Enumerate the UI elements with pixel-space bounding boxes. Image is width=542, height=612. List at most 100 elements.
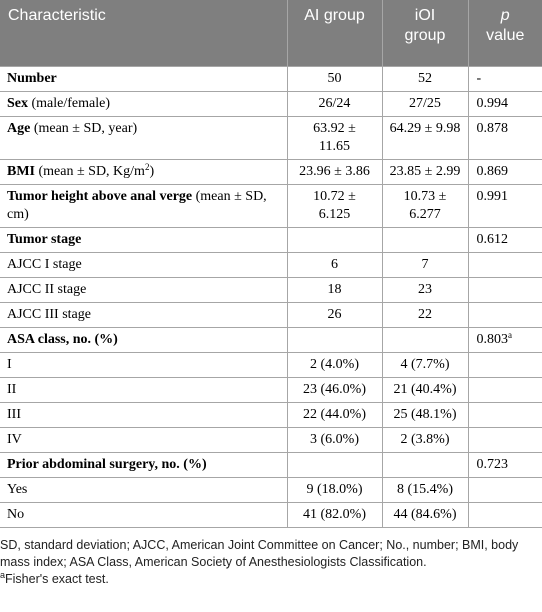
line: 10.73 ± xyxy=(390,188,461,206)
cell: 0.803a xyxy=(467,327,542,353)
text: 4 (7.7%) xyxy=(400,357,450,372)
cell: 10.72 ± 6.125 xyxy=(286,184,383,228)
text: 0.869 xyxy=(476,164,509,179)
row-label: Number xyxy=(0,66,288,92)
line: 6.277 xyxy=(390,206,461,224)
row-label: AJCC I stage xyxy=(0,252,288,278)
table-row: Sex (male/female) 26/24 27/25 0.994 xyxy=(0,91,542,117)
text: IV xyxy=(7,432,22,447)
header-cell: p value xyxy=(467,0,542,67)
table-row: Age (mean ± SD, year) 63.92 ± 11.65 64.29 ±… xyxy=(0,116,542,160)
data-table: Characteristic AI group iOI group p value Num… xyxy=(0,0,542,528)
table-row: No 41 (82.0%) 44 (84.6%) xyxy=(0,502,542,528)
row-label: Age (mean ± SD, year) xyxy=(0,116,288,160)
text: value xyxy=(486,27,525,44)
text: 63.92 ± xyxy=(313,121,356,136)
table-row: AJCC III stage 26 22 xyxy=(0,302,542,328)
cell: 2 (4.0%) xyxy=(286,352,383,378)
cell: 23.96 ± 3.86 xyxy=(286,159,383,185)
text: p xyxy=(500,7,510,24)
table-row: III 22 (44.0%) 25 (48.1%) xyxy=(0,402,542,428)
table-row: I 2 (4.0%) 4 (7.7%) xyxy=(0,352,542,378)
line: iOI xyxy=(391,6,460,26)
text: Characteristic xyxy=(8,7,106,24)
cell: 6 xyxy=(286,252,383,278)
cell: 23 xyxy=(381,277,469,303)
cell: 50 xyxy=(286,66,383,92)
text: 6.125 xyxy=(318,207,351,222)
cell: 10.73 ± 6.277 xyxy=(381,184,469,228)
cell xyxy=(381,227,469,253)
row-label: Tumor height above anal verge (mean ± SD… xyxy=(0,184,288,228)
cell: 0.991 xyxy=(467,184,542,228)
text: - xyxy=(476,71,482,86)
cell: 7 xyxy=(381,252,469,278)
cell xyxy=(286,452,383,478)
cell xyxy=(467,502,542,528)
text: 0.994 xyxy=(476,96,509,111)
text: ASA class, no. (%) xyxy=(7,332,118,347)
cell: 0.723 xyxy=(467,452,542,478)
cell: 26 xyxy=(286,302,383,328)
text: 23.96 ± 3.86 xyxy=(299,164,370,179)
text: 27/25 xyxy=(409,96,441,111)
cell: 8 (15.4%) xyxy=(381,477,469,503)
text: 10.73 ± xyxy=(403,189,447,204)
cell xyxy=(467,302,542,328)
text: a xyxy=(508,330,512,340)
text: I xyxy=(7,357,12,372)
row-label: II xyxy=(0,377,288,403)
text: AJCC I stage xyxy=(7,257,82,272)
text: AJCC III stage xyxy=(7,307,91,322)
text: 6.277 xyxy=(409,207,441,222)
line: 10.72 ± xyxy=(295,188,375,206)
text: 50 xyxy=(327,71,342,86)
table-row: BMI (mean ± SD, Kg/m2) 23.96 ± 3.86 23.85 … xyxy=(0,159,542,185)
row-label: Prior abdominal surgery, no. (%) xyxy=(0,452,288,478)
cell: 22 xyxy=(381,302,469,328)
line: 11.65 xyxy=(295,138,375,156)
text: 7 xyxy=(421,257,429,272)
text: a xyxy=(0,570,6,580)
table-row: Tumor height above anal verge (mean ± SD… xyxy=(0,184,542,228)
row-label: BMI (mean ± SD, Kg/m2) xyxy=(0,159,288,185)
text: 25 (48.1%) xyxy=(393,407,457,422)
cell: 52 xyxy=(381,66,469,92)
cell xyxy=(381,452,469,478)
cell: 63.92 ± 11.65 xyxy=(286,116,383,160)
text: 3 (6.0%) xyxy=(310,432,359,447)
cell: 27/25 xyxy=(381,91,469,117)
text: (male/female) xyxy=(28,96,111,111)
cell: 4 (7.7%) xyxy=(381,352,469,378)
cell: 23 (46.0%) xyxy=(286,377,383,403)
text: 8 (15.4%) xyxy=(397,482,453,497)
cell xyxy=(467,402,542,428)
cell: 21 (40.4%) xyxy=(381,377,469,403)
row-label: AJCC III stage xyxy=(0,302,288,328)
text: Tumor stage xyxy=(7,232,82,247)
line: p xyxy=(477,6,535,26)
text: 26 xyxy=(327,307,342,322)
cell xyxy=(467,352,542,378)
cell xyxy=(467,252,542,278)
line: group xyxy=(391,26,460,46)
text: III xyxy=(7,407,21,422)
text: 0.612 xyxy=(476,232,509,247)
table-row: Number 50 52 - xyxy=(0,66,542,92)
table-row: Prior abdominal surgery, no. (%) 0.723 xyxy=(0,452,542,478)
text: 0.803 xyxy=(476,332,509,347)
text: II xyxy=(7,382,17,397)
cell: 9 (18.0%) xyxy=(286,477,383,503)
text: 22 (44.0%) xyxy=(303,407,366,422)
cell: 0.612 xyxy=(467,227,542,253)
line: value xyxy=(477,26,535,46)
cell: 0.878 xyxy=(467,116,542,160)
cell xyxy=(381,327,469,353)
text: 22 xyxy=(418,307,432,322)
text: Fisher's exact test. xyxy=(5,572,109,586)
row-label: Yes xyxy=(0,477,288,503)
table-row: ASA class, no. (%) 0.803a xyxy=(0,327,542,353)
text: Tumor height above anal verge xyxy=(7,189,193,204)
text: (mean ± SD, cm) xyxy=(7,189,267,222)
